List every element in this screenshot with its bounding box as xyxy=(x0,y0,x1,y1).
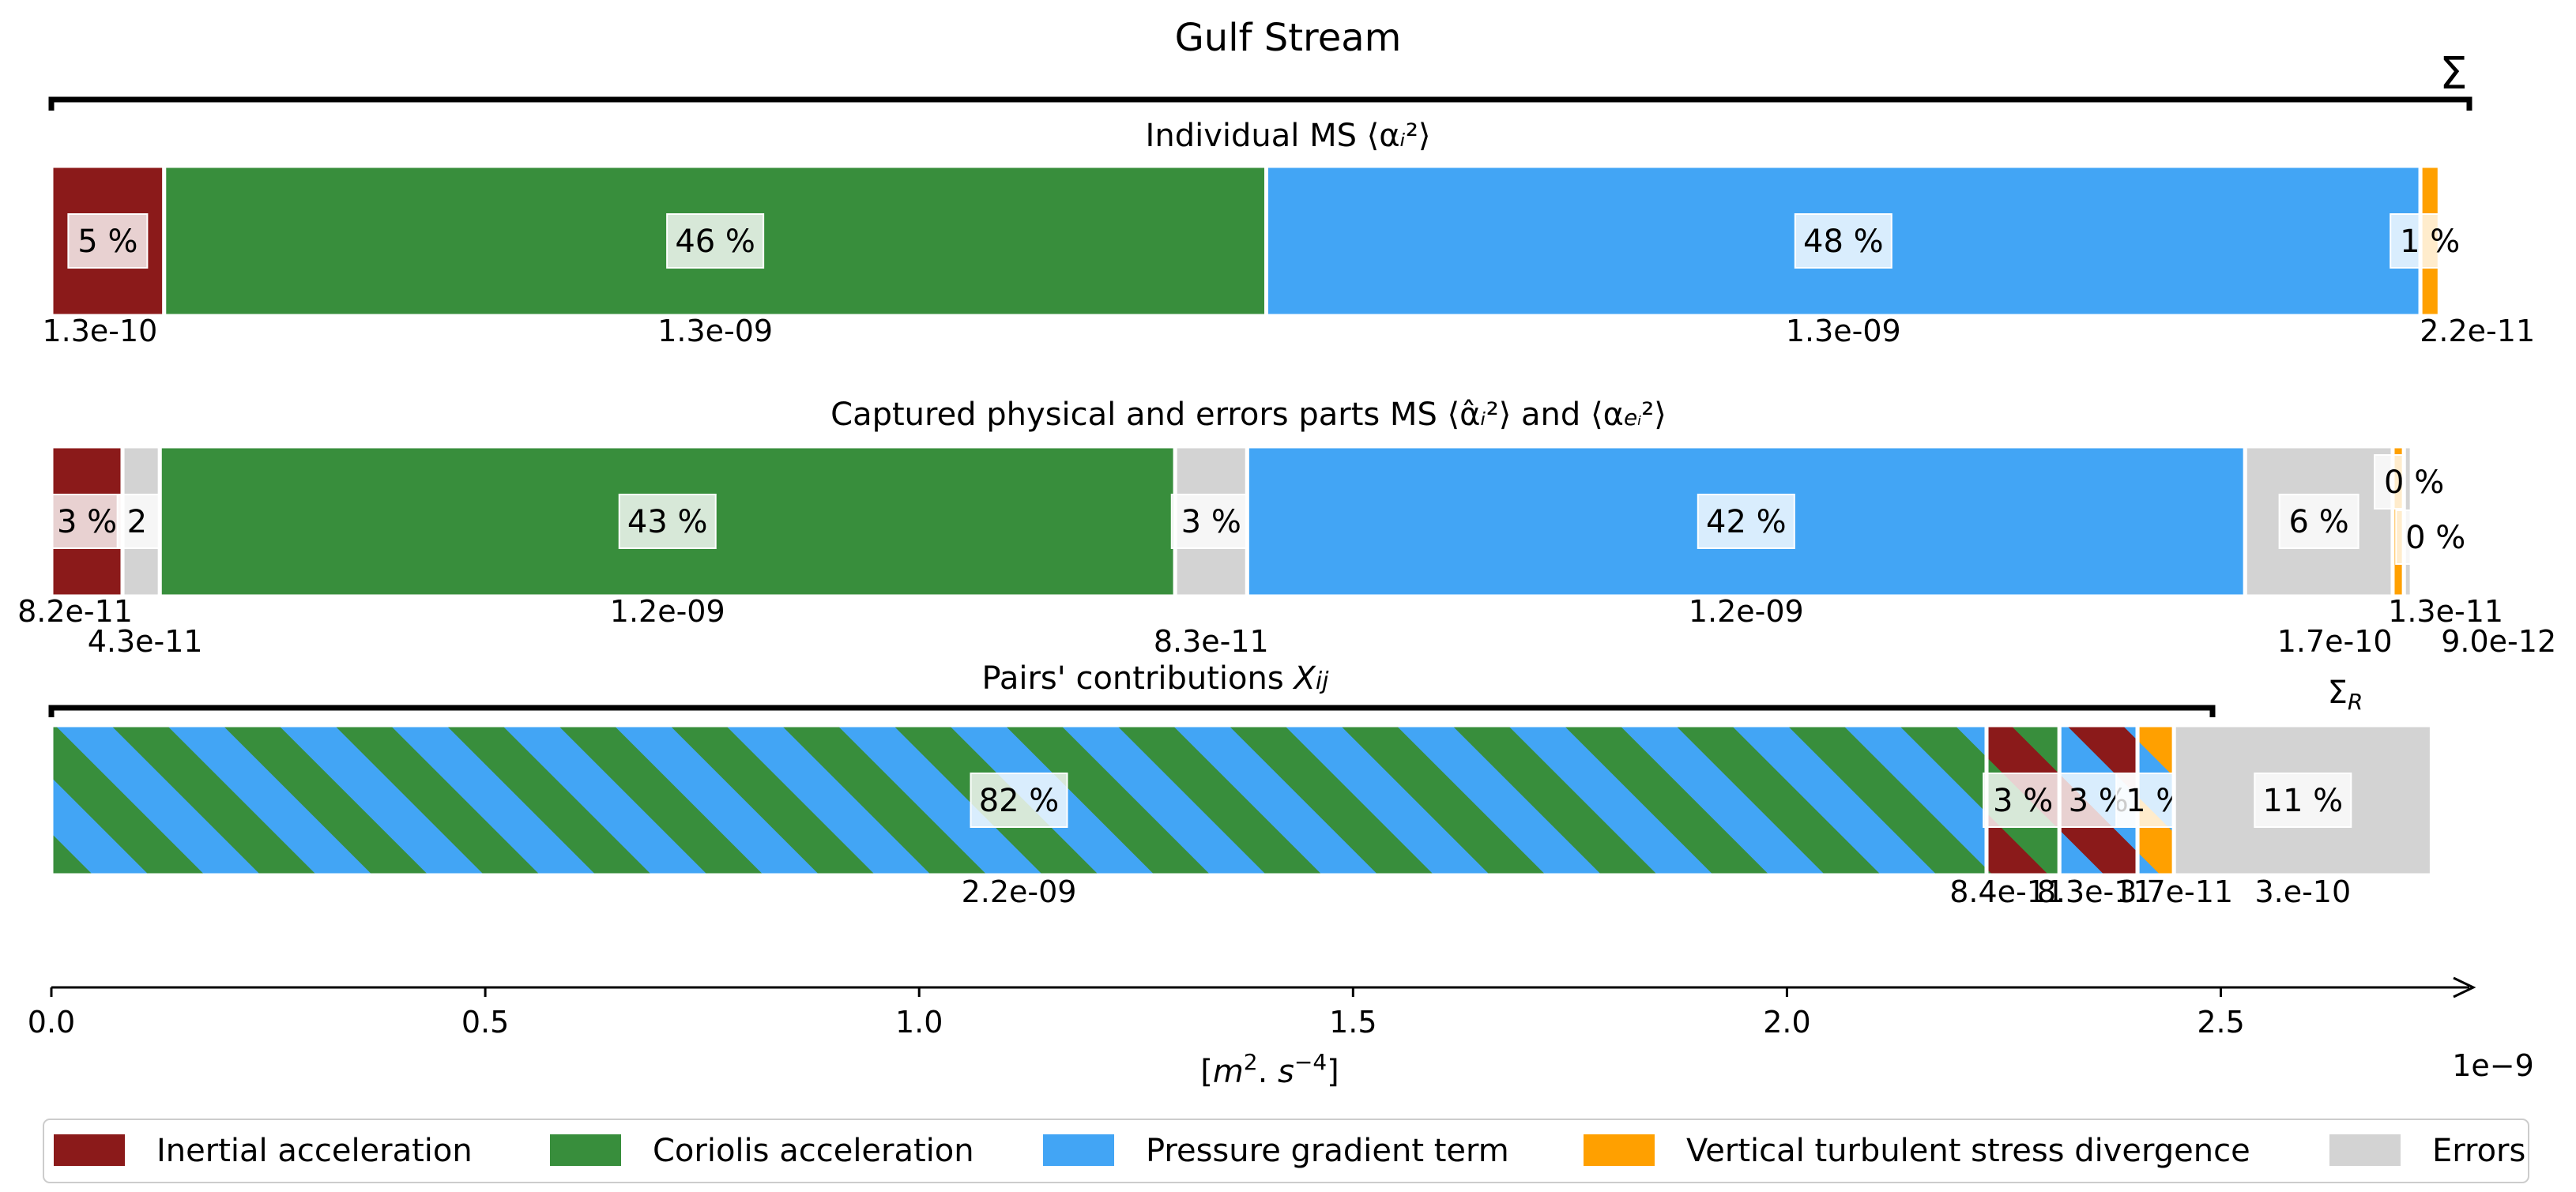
legend-swatch-pressure xyxy=(1043,1134,1114,1166)
value-label: 3.7e-11 xyxy=(2118,874,2233,909)
percent-label-text: 42 % xyxy=(1706,504,1787,540)
total-bracket: Σ xyxy=(48,48,2472,111)
legend-swatch-errors xyxy=(2329,1134,2401,1166)
percent-label-text: 3 % xyxy=(1993,783,2053,819)
percent-label-box xyxy=(2374,454,2455,510)
percent-label-box xyxy=(2395,510,2476,565)
percent-label: 11 % xyxy=(2254,773,2352,828)
percent-label-text: 0 % xyxy=(2384,464,2444,501)
percent-label-text: 43 % xyxy=(627,504,708,540)
percent-label: 3 % xyxy=(47,494,128,549)
row-3-title: Pairs' contributions Xij xyxy=(982,660,1330,697)
value-label: 1.3e-09 xyxy=(657,314,773,348)
value-label: 2.2e-11 xyxy=(2420,314,2535,348)
pairs-bracket: ΣR xyxy=(48,675,2363,717)
percent-label-box xyxy=(2278,494,2359,549)
percent-label: 0 % xyxy=(2395,510,2476,565)
percent-label-box xyxy=(1697,494,1795,549)
x-axis-label: [m2. s−4] xyxy=(1200,1049,1339,1090)
percent-label-text: 5 % xyxy=(77,224,137,260)
percent-label-box xyxy=(67,213,149,269)
bar-row-3: 82 %2.2e-093 %8.4e-113 %8.3e-111 %3.7e-1… xyxy=(49,723,2434,909)
percent-label: 82 % xyxy=(970,773,1068,828)
legend-label-pressure: Pressure gradient term xyxy=(1146,1133,1509,1169)
x-tick-label: 2.0 xyxy=(1763,1005,1810,1040)
percent-label-box xyxy=(1794,213,1892,269)
percent-label: 3 % xyxy=(1983,773,2064,828)
percent-label-box xyxy=(1983,773,2064,828)
legend-label-errors: Errors xyxy=(2432,1133,2525,1169)
percent-label: 3 % xyxy=(1170,494,1252,549)
percent-label-box xyxy=(2254,773,2352,828)
value-label: 1.3e-09 xyxy=(1786,314,1901,348)
value-label: 1.3e-10 xyxy=(42,314,157,348)
percent-label: 46 % xyxy=(666,213,765,269)
percent-label-box xyxy=(618,494,717,549)
percent-label: 1 % xyxy=(2390,213,2471,269)
value-label: 9.0e-12 xyxy=(2441,624,2556,659)
percent-label-text: 6 % xyxy=(2289,504,2349,540)
legend-label-coriolis: Coriolis acceleration xyxy=(653,1133,974,1169)
x-tick-label: 1.5 xyxy=(1329,1005,1377,1040)
legend-label-vertical: Vertical turbulent stress divergence xyxy=(1686,1133,2250,1169)
chart-title: Gulf Stream xyxy=(1175,16,1402,60)
legend-swatch-coriolis xyxy=(550,1134,621,1166)
percent-label-text: 46 % xyxy=(675,224,755,260)
x-tick-label: 0.5 xyxy=(461,1005,509,1040)
value-label: 1.2e-09 xyxy=(610,594,725,629)
value-label: 8.3e-11 xyxy=(1154,624,1269,659)
legend-swatch-vertical xyxy=(1584,1134,1655,1166)
row-2-title: Captured physical and errors parts MS ⟨α… xyxy=(830,397,1666,433)
percent-label-text: 11 % xyxy=(2263,783,2344,819)
percent-label: 48 % xyxy=(1794,213,1892,269)
value-label: 8.2e-11 xyxy=(17,594,133,629)
row-1-title: Individual MS ⟨αᵢ²⟩ xyxy=(1146,118,1431,154)
value-label: 1.3e-11 xyxy=(2388,594,2503,629)
percent-label: 0 % xyxy=(2374,454,2455,510)
sigma-label: Σ xyxy=(2439,48,2467,100)
value-label: 3.e-10 xyxy=(2254,874,2351,909)
x-axis: 0.0 0.5 1.0 1.5 2.0 2.5 [m2. s−4] 1e−9 xyxy=(28,976,2534,1090)
percent-label: 5 % xyxy=(67,213,149,269)
offset-label: 1e−9 xyxy=(2452,1048,2534,1083)
legend-swatch-inertial xyxy=(54,1134,125,1166)
x-tick-label: 2.5 xyxy=(2197,1005,2244,1040)
percent-label: 6 % xyxy=(2278,494,2359,549)
percent-label-text: 82 % xyxy=(979,783,1060,819)
x-tick-label: 1.0 xyxy=(895,1005,943,1040)
value-label: 2.2e-09 xyxy=(962,874,1077,909)
bar-row-1: 5 % 1.3e-10 46 % 1.3e-09 48 % 1.3e-09 1 % 2.2e-… xyxy=(42,164,2535,348)
percent-label-text: 3 % xyxy=(57,504,117,540)
percent-label-box xyxy=(2390,213,2471,269)
percent-label: 42 % xyxy=(1697,494,1795,549)
percent-label-box xyxy=(970,773,1068,828)
value-label: 8.3e-11 xyxy=(2037,874,2152,909)
percent-label-text: 48 % xyxy=(1803,224,1884,260)
value-label: 1.7e-10 xyxy=(2277,624,2393,659)
x-tick-label: 0.0 xyxy=(28,1005,75,1040)
percent-label-text: 3 % xyxy=(1181,504,1241,540)
value-label: 4.3e-11 xyxy=(88,624,203,659)
value-label: 8.4e-11 xyxy=(1949,874,2065,909)
sigma-r-label: ΣR xyxy=(2328,675,2363,715)
percent-label-text: 1 % xyxy=(2400,224,2460,260)
legend-label-inertial: Inertial acceleration xyxy=(156,1133,473,1169)
value-label: 1.2e-09 xyxy=(1689,594,1804,629)
percent-label-text: 0 % xyxy=(2405,520,2465,556)
legend: Inertial acceleration Coriolis accelerati… xyxy=(43,1119,2529,1183)
percent-label-box xyxy=(666,213,765,269)
percent-label: 43 % xyxy=(618,494,717,549)
bars-layer: 5 % 1.3e-10 46 % 1.3e-09 48 % 1.3e-09 1 % 2.2e-… xyxy=(17,164,2556,909)
